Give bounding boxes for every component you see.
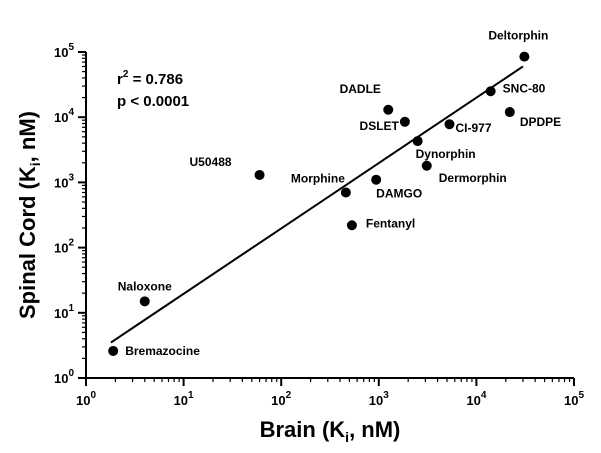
point-label: Morphine	[291, 171, 345, 185]
y-axis-title: Spinal Cord (Ki, nM)	[15, 111, 43, 319]
data-point	[444, 119, 455, 130]
data-point	[485, 86, 496, 97]
x-tick-label: 101	[174, 390, 194, 408]
x-axis-title: Brain (Ki, nM)	[260, 417, 401, 445]
data-point	[108, 345, 119, 356]
y-tick-label: 100	[54, 368, 74, 386]
point-label: Naloxone	[118, 279, 172, 293]
data-point	[139, 296, 150, 307]
y-tick-label: 105	[54, 42, 74, 60]
regression-group	[110, 65, 524, 344]
y-tick-label: 104	[54, 107, 74, 125]
y-ticks: 100 101 102 103 104 105	[54, 42, 86, 386]
data-points	[108, 51, 530, 356]
x-tick-label: 105	[564, 390, 584, 408]
data-point	[383, 104, 394, 115]
point-label: Fentanyl	[366, 216, 415, 230]
point-label: Dermorphin	[439, 171, 507, 185]
r-squared-text: r2 = 0.786	[117, 69, 183, 88]
point-label: Dynorphin	[416, 147, 476, 161]
axes	[85, 52, 574, 379]
point-labels: Bremazocine Naloxone U50488 Morphine Fentany…	[118, 29, 561, 358]
x-tick-label: 103	[369, 390, 389, 408]
point-label: DAMGO	[376, 187, 422, 201]
y-tick-label: 102	[54, 238, 74, 256]
data-point	[254, 169, 265, 180]
point-label: DSLET	[360, 119, 400, 133]
point-label: SNC-80	[503, 81, 546, 95]
data-point	[371, 174, 382, 185]
point-label: DADLE	[340, 82, 381, 96]
data-point	[346, 220, 357, 231]
x-tick-label: 102	[271, 390, 291, 408]
x-tick-label: 104	[466, 390, 486, 408]
data-point	[412, 136, 423, 147]
y-tick-label: 103	[54, 172, 74, 190]
x-tick-label: 100	[76, 390, 96, 408]
data-point	[504, 107, 515, 118]
point-label: Bremazocine	[125, 344, 200, 358]
regression-line	[110, 65, 524, 344]
x-ticks: 100 101 102 103 104 105	[76, 378, 584, 408]
point-label: DPDPE	[520, 115, 561, 129]
point-label: U50488	[190, 155, 232, 169]
data-point	[399, 116, 410, 127]
data-point	[421, 160, 432, 171]
point-label: CI-977	[455, 121, 491, 135]
p-value-text: p < 0.0001	[117, 93, 189, 110]
y-tick-label: 101	[54, 303, 74, 321]
point-label: Deltorphin	[488, 29, 548, 43]
data-point	[519, 51, 530, 62]
data-point	[340, 187, 351, 198]
